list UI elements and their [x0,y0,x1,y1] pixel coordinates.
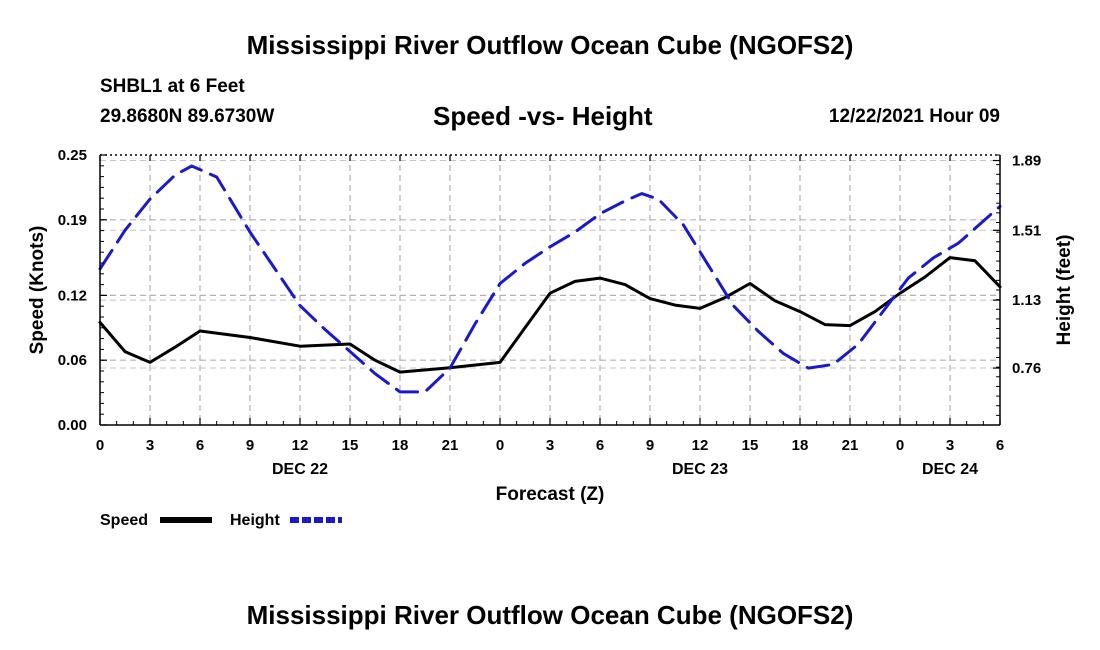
y-tick-label: 0.25 [58,147,87,164]
y2-tick-label: 1.51 [1012,222,1041,239]
x-axis-label: Forecast (Z) [496,484,605,505]
y2-tick-label: 0.76 [1012,360,1041,377]
x-tick-label: 3 [946,437,954,454]
speed-height-chart: 0 3 6 9 12 15 18 21 0 3 6 9 12 15 18 21 0 3 6 DEC 22 DEC 23 D… [27,147,1075,529]
y-axis-label-right: Height (feet) [1054,235,1075,346]
footer-title: Mississippi River Outflow Ocean Cube (NG… [246,600,854,630]
x-tick-label: 18 [392,437,409,454]
x-tick-label: 6 [596,437,604,454]
x-tick-label: 12 [292,437,309,454]
x-tick-label: 9 [246,437,254,454]
x-tick-label: 0 [496,437,504,454]
x-tick-label: 15 [742,437,759,454]
grid [100,155,1000,425]
x-tick-label: 6 [196,437,204,454]
y-tick-label: 0.06 [58,352,87,369]
y2-tick-label: 1.13 [1012,292,1041,309]
date-label: DEC 24 [922,461,978,478]
x-tick-label: 0 [896,437,904,454]
x-tick-label: 12 [692,437,709,454]
axis-labels: Forecast (Z) Speed (Knots) Height (feet) [27,226,1075,505]
y-tick-label: 0.19 [58,212,87,229]
x-tick-label: 21 [842,437,859,454]
y-tick-label: 0.12 [58,287,87,304]
forecast-datetime: 12/22/2021 Hour 09 [828,106,1000,127]
series-lines [98,164,1002,394]
x-tick-label: 0 [96,437,104,454]
axes: 0 3 6 9 12 15 18 21 0 3 6 9 12 15 18 21 0 3 6 DEC 22 DEC 23 D… [58,147,1041,478]
y2-tick-label: 1.89 [1012,153,1041,170]
series-height-line [98,164,1002,394]
plot-subtitle: Speed -vs- Height [433,101,653,131]
x-tick-label: 9 [646,437,654,454]
series-speed-line [98,256,1002,374]
y-tick-label: 0.00 [58,417,87,434]
x-tick-label: 18 [792,437,809,454]
legend-label: Height [230,512,280,529]
date-label: DEC 23 [672,461,728,478]
y-axis-label-left: Speed (Knots) [27,226,48,355]
legend-item-speed: Speed [100,512,212,529]
x-tick-label: 3 [546,437,554,454]
legend-label: Speed [100,512,148,529]
x-tick-label: 15 [342,437,359,454]
legend: Speed Height [100,512,342,529]
date-label: DEC 22 [272,461,328,478]
main-title: Mississippi River Outflow Ocean Cube (NG… [246,30,854,60]
station-coordinates: 29.8680N 89.6730W [100,106,275,127]
x-tick-label: 6 [996,437,1004,454]
legend-item-height: Height [230,512,342,529]
station-name: SHBL1 at 6 Feet [100,76,245,97]
x-tick-label: 3 [146,437,154,454]
x-tick-label: 21 [442,437,459,454]
